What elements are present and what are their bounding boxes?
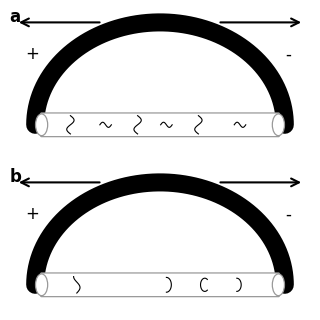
- Text: Copper wires: Copper wires: [126, 177, 194, 188]
- Ellipse shape: [36, 114, 48, 136]
- Text: b: b: [10, 168, 21, 186]
- Ellipse shape: [36, 274, 48, 296]
- Ellipse shape: [272, 114, 284, 136]
- Text: a: a: [10, 8, 21, 26]
- FancyBboxPatch shape: [41, 273, 279, 297]
- Text: +: +: [25, 205, 39, 223]
- Ellipse shape: [272, 274, 284, 296]
- Text: -: -: [285, 205, 291, 223]
- Text: +: +: [25, 45, 39, 63]
- Text: -: -: [285, 45, 291, 63]
- Text: Copper wires: Copper wires: [126, 17, 194, 28]
- FancyBboxPatch shape: [41, 113, 279, 137]
